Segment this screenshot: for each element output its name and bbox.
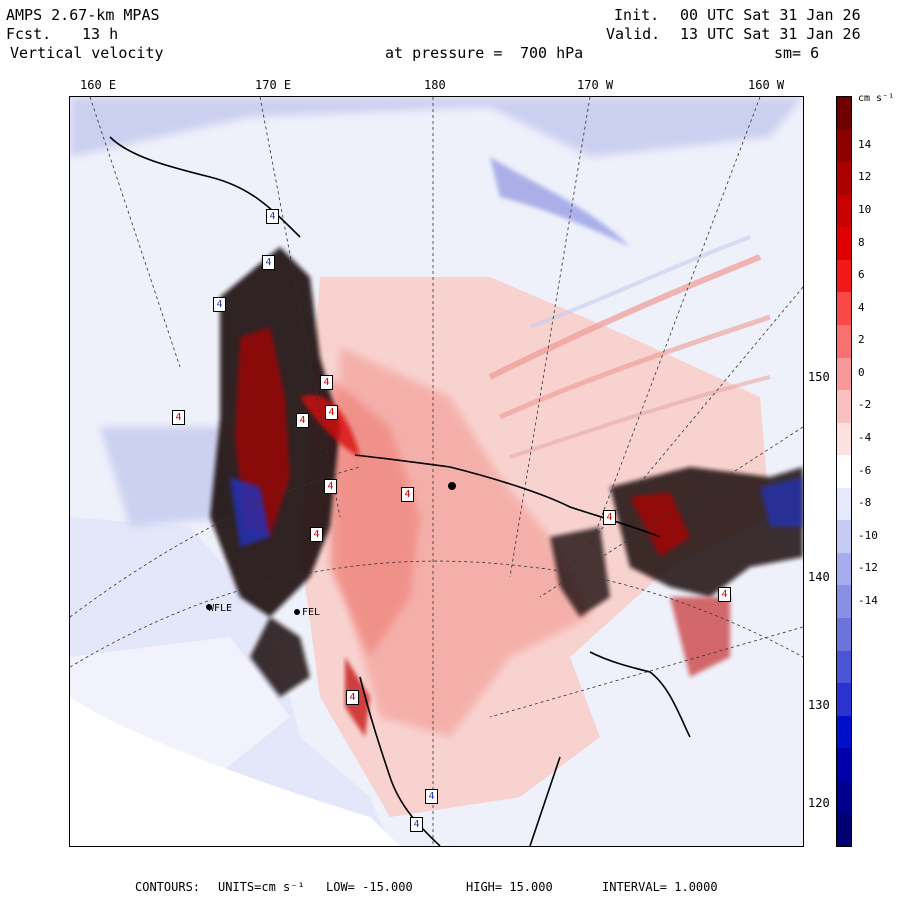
colorbar-segment — [837, 97, 851, 131]
colorbar-segment — [837, 487, 851, 521]
colorbar-tick-label: 12 — [858, 170, 872, 184]
contour-label-tag: 4 — [296, 413, 309, 428]
colorbar-segment — [837, 455, 851, 489]
footer-high: HIGH= 15.000 — [466, 880, 553, 894]
colorbar — [836, 96, 852, 847]
colorbar-segment — [837, 162, 851, 196]
colorbar-tick-label: 2 — [858, 333, 865, 347]
colorbar-units: cm s⁻¹ — [858, 93, 895, 104]
contour-label-tag: 4 — [410, 817, 423, 832]
model-title: AMPS 2.67-km MPAS — [6, 6, 160, 24]
lon-label-170e: 170 E — [255, 78, 292, 92]
init-time: 00 UTC Sat 31 Jan 26 — [680, 6, 861, 24]
colorbar-tick-label: 8 — [858, 235, 865, 249]
colorbar-tick-label: -10 — [858, 528, 878, 542]
colorbar-segment — [837, 552, 851, 586]
contour-label-tag: 4 — [213, 297, 226, 312]
lon-label-170w: 170 W — [577, 78, 614, 92]
colorbar-segment — [837, 259, 851, 293]
colorbar-segment — [837, 292, 851, 326]
map-field: WFLE FEL — [70, 97, 803, 846]
valid-time: 13 UTC Sat 31 Jan 26 — [680, 25, 861, 43]
colorbar-segment — [837, 324, 851, 359]
lat-label-150w: 150 W — [808, 370, 845, 384]
station-marker — [448, 482, 456, 490]
colorbar-tick-label: -6 — [858, 463, 872, 477]
lon-label-160w: 160 W — [748, 78, 785, 92]
footer-contours-label: CONTOURS: — [135, 880, 201, 894]
colorbar-tick-label: 14 — [858, 137, 872, 151]
colorbar-segment — [837, 748, 851, 782]
contour-label-tag: 4 — [324, 479, 337, 494]
colorbar-tick-label: -2 — [858, 398, 872, 412]
colorbar-segment — [837, 357, 851, 391]
contour-label-tag: 4 — [603, 510, 616, 525]
colorbar-segment — [837, 129, 851, 163]
station-label-fel: FEL — [302, 607, 320, 618]
colorbar-segment — [837, 585, 851, 619]
lat-label-140w: 140 W — [808, 570, 845, 584]
colorbar-tick-label: -4 — [858, 430, 872, 444]
colorbar-tick-label: 6 — [858, 268, 865, 282]
colorbar-segment — [837, 683, 851, 717]
init-label: Init. — [614, 6, 660, 24]
colorbar-tick-label: -14 — [858, 593, 878, 607]
station-marker — [206, 604, 212, 610]
lon-label-160e: 160 E — [80, 78, 117, 92]
lon-label-180: 180 — [424, 78, 446, 92]
footer-units: UNITS=cm s⁻¹ — [218, 880, 305, 894]
colorbar-segment — [837, 227, 851, 261]
contour-label-tag: 4 — [718, 587, 731, 602]
colorbar-segment — [837, 780, 851, 814]
station-label-wfle: WFLE — [208, 603, 232, 614]
variable-name: Vertical velocity — [10, 44, 164, 62]
contour-label-tag: 4 — [310, 527, 323, 542]
colorbar-tick-label: 0 — [858, 365, 865, 379]
footer-interval: INTERVAL= 1.0000 — [602, 880, 718, 894]
footer-low: LOW= -15.000 — [326, 880, 413, 894]
colorbar-segment — [837, 422, 851, 456]
colorbar-segment — [837, 194, 851, 228]
colorbar-tick-label: -8 — [858, 496, 872, 510]
smoothing-value: sm= 6 — [774, 44, 820, 62]
contour-label-tag: 4 — [172, 410, 185, 425]
forecast-label: Fcst. — [6, 25, 52, 43]
colorbar-segment — [837, 813, 851, 847]
colorbar-segment — [837, 650, 851, 684]
colorbar-segment — [837, 618, 851, 652]
contour-label-tag: 4 — [425, 789, 438, 804]
contour-label-tag: 4 — [262, 255, 275, 270]
pressure-value: 700 hPa — [520, 44, 584, 62]
colorbar-segment — [837, 390, 851, 424]
contour-label-tag: 4 — [325, 405, 338, 420]
colorbar-tick-label: 10 — [858, 202, 872, 216]
forecast-value: 13 h — [82, 25, 119, 43]
contour-label-tag: 4 — [320, 375, 333, 390]
colorbar-segment — [837, 520, 851, 554]
lat-label-130w: 130 W — [808, 698, 845, 712]
valid-label: Valid. — [606, 25, 661, 43]
contour-label-tag: 4 — [266, 209, 279, 224]
contour-label-tag: 4 — [401, 487, 414, 502]
colorbar-tick-label: -12 — [858, 561, 878, 575]
colorbar-segment — [837, 715, 851, 749]
contour-label-tag: 4 — [346, 690, 359, 705]
station-marker — [294, 609, 300, 615]
lat-label-120w: 120 W — [808, 796, 845, 810]
colorbar-tick-label: 4 — [858, 300, 865, 314]
pressure-label: at pressure = — [385, 44, 503, 62]
